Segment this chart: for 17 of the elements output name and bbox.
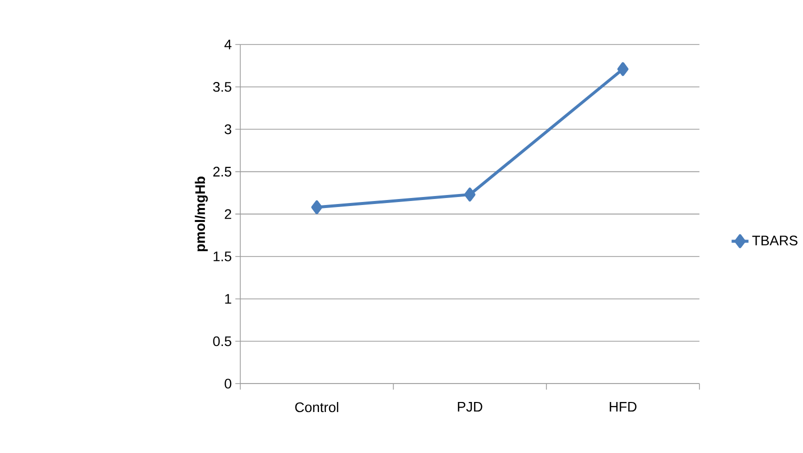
point <box>464 188 476 202</box>
x-tick-label: Control <box>295 402 338 412</box>
y-tick-label: 0 <box>224 378 232 388</box>
y-tick-label: 4 <box>224 40 232 50</box>
y-tick-label: 3.5 <box>213 82 232 92</box>
x-tick-label: PJD <box>458 402 482 412</box>
y-tick-label: 3 <box>224 124 232 134</box>
y-tick-label: 1.5 <box>214 252 232 262</box>
point <box>311 200 322 214</box>
y-tick-label: 0.5 <box>213 336 232 346</box>
legend-label: TBARS <box>752 236 798 246</box>
x-tick-label: HFD <box>610 402 636 412</box>
y-tick-label: 1 <box>225 294 232 304</box>
y-axis-title: pmol/mgHb <box>194 176 208 252</box>
y-tick-label: 2.5 <box>213 166 232 177</box>
point <box>617 62 628 76</box>
y-tick-label: 2 <box>224 209 232 219</box>
